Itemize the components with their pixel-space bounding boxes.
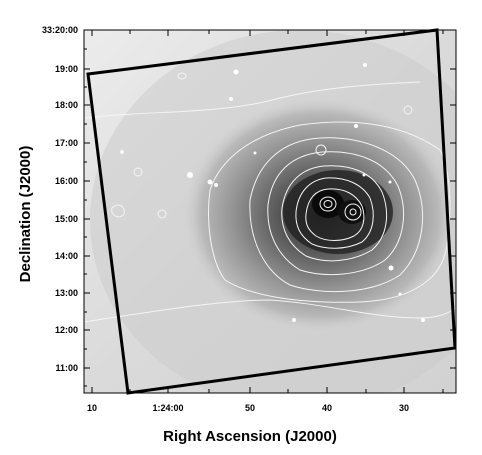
y-tick-label: 17:00 [55, 138, 78, 148]
x-tick-label: 30 [399, 403, 409, 413]
y-tick-labels: 33:20:00 19:00 18:00 17:00 16:00 15:00 1… [42, 25, 78, 373]
source-dot [388, 265, 394, 271]
source-dot [363, 63, 367, 67]
y-tick-label: 18:00 [55, 100, 78, 110]
contour-4 [249, 137, 424, 292]
source-dot [253, 151, 257, 155]
contours [83, 72, 457, 323]
y-tick-label: 33:20:00 [42, 25, 78, 35]
x-tick-labels: 10 1:24:00 50 40 30 [87, 403, 409, 413]
contour-peak-b [344, 203, 362, 221]
contour-peak-a-inner [323, 200, 333, 208]
source-dot [354, 124, 358, 128]
contour-outer-3 [208, 121, 451, 303]
contour-peak-b-inner [349, 208, 357, 216]
x-axis-title: Right Ascension (J2000) [163, 428, 337, 445]
contour-knot [315, 144, 327, 156]
source-dot [388, 180, 392, 184]
contour-5 [267, 151, 405, 276]
source-dot [214, 183, 218, 187]
contour-peak-a [319, 196, 337, 212]
point-sources [120, 63, 425, 322]
contour-source-1 [133, 167, 143, 177]
source-dot [120, 150, 124, 154]
y-tick-label: 16:00 [55, 176, 78, 186]
x-tick-label: 1:24:00 [152, 403, 183, 413]
source-dot [187, 172, 193, 178]
y-tick-label: 13:00 [55, 288, 78, 298]
source-dot [233, 69, 239, 75]
source-dot [421, 318, 425, 322]
x-tick-label: 40 [322, 403, 332, 413]
y-tick-label: 15:00 [55, 214, 78, 224]
contour-source-4 [403, 105, 413, 115]
source-dot [292, 318, 296, 322]
source-dot [207, 179, 213, 185]
contour-source-2 [157, 209, 167, 219]
axis-ticks [84, 29, 456, 393]
contour-8 [305, 188, 365, 241]
y-tick-label: 11:00 [55, 363, 78, 373]
y-tick-label: 12:00 [55, 325, 78, 335]
y-tick-label: 14:00 [55, 251, 78, 261]
x-tick-label: 50 [245, 403, 255, 413]
y-axis-title: Declination (J2000) [17, 146, 34, 283]
source-dot [398, 292, 402, 296]
y-tick-label: 19:00 [55, 64, 78, 74]
x-tick-label: 10 [87, 403, 97, 413]
field-of-view-border [86, 28, 457, 395]
source-dot [229, 97, 233, 101]
contour-7 [295, 177, 374, 249]
contour-6 [281, 165, 388, 262]
contour-left-patch [111, 204, 125, 218]
source-dot [362, 173, 366, 177]
contour-outer-1 [83, 81, 421, 119]
contour-outer-2 [83, 299, 457, 323]
contour-source-3 [177, 72, 187, 80]
plot-frame [83, 29, 457, 394]
